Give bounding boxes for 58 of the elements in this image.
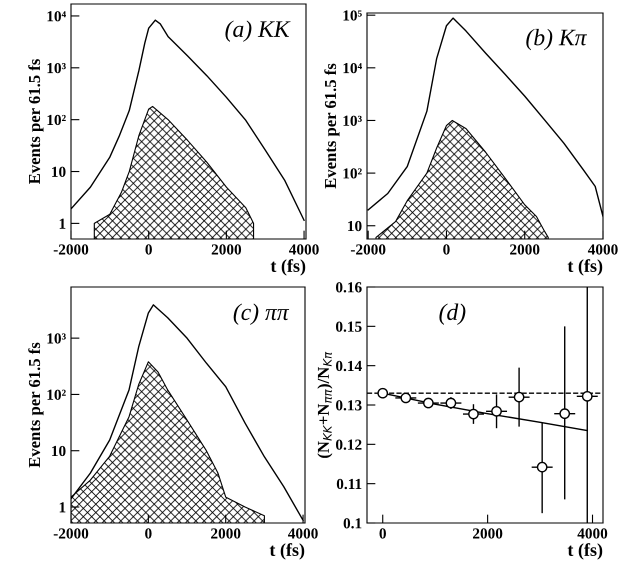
x-axis-title: t (fs) xyxy=(270,259,306,276)
x-tick-label: 4000 xyxy=(588,244,618,255)
x-tick-label: 0 xyxy=(145,244,152,255)
y-tick-label: 0.13 xyxy=(336,400,362,411)
y-tick-label: 10² xyxy=(48,390,66,400)
x-tick-label: -2000 xyxy=(54,244,88,255)
y-tick-label: 1 xyxy=(60,218,66,229)
point xyxy=(582,390,593,402)
x-tick-label: 4000 xyxy=(577,528,608,539)
y-tick-label: 10 xyxy=(52,166,66,177)
text: (a) KK xyxy=(225,20,291,42)
x-tick-label: 4000 xyxy=(288,528,318,539)
y-tick-label: 10² xyxy=(344,168,362,179)
y-tick-label: 0.14 xyxy=(336,360,362,372)
y-tick-label: 10⁵ xyxy=(344,10,362,21)
y-tick-label: 0.11 xyxy=(336,478,362,490)
text: (b) Kπ xyxy=(526,28,588,50)
y-tick-label: 0.12 xyxy=(336,439,362,450)
y-tick-label: 10³ xyxy=(48,333,66,344)
point xyxy=(446,398,456,408)
point xyxy=(423,398,434,408)
y-tick-label: 0.15 xyxy=(336,321,362,332)
point xyxy=(491,406,502,417)
y-tick-label: 10⁴ xyxy=(48,11,66,22)
x-tick-label: -2000 xyxy=(54,528,88,539)
point xyxy=(514,392,524,402)
x-tick-label: 2000 xyxy=(211,528,240,539)
x-tick-label: 2000 xyxy=(472,528,502,539)
point xyxy=(400,392,412,404)
x-axis-title: t (fs) xyxy=(270,543,304,560)
y-axis-title: Events per 61.5 fs xyxy=(324,64,340,189)
y-axis-title: Events per 61.5 fs xyxy=(28,59,44,184)
y-tick-label: 10 xyxy=(348,220,362,232)
text: (c) ππ xyxy=(234,304,290,325)
text: (d) xyxy=(439,304,466,325)
y-axis-title: Events per 61.5 fs xyxy=(28,342,44,468)
y-tick-label: 10² xyxy=(48,114,66,126)
y-tick-label: 1 xyxy=(60,502,66,512)
y-tick-label: 10 xyxy=(52,446,66,456)
point xyxy=(468,408,479,420)
x-tick-label: -2000 xyxy=(350,244,386,255)
y-tick-label: 0.16 xyxy=(336,282,362,293)
x-tick-label: 0 xyxy=(379,528,386,539)
y-tick-label: 10⁴ xyxy=(344,62,362,74)
y-tick-label: 10³ xyxy=(48,62,66,74)
y-tick-label: 10³ xyxy=(344,116,362,126)
x-axis-title: t (fs) xyxy=(568,543,602,560)
point xyxy=(536,462,548,472)
x-tick-label: 0 xyxy=(443,244,450,255)
point xyxy=(377,388,388,399)
x-tick-label: 0 xyxy=(145,528,152,539)
y-tick-label: 0.1 xyxy=(344,518,362,529)
x-axis-title: t (fs) xyxy=(568,259,602,276)
point xyxy=(559,408,570,420)
x-tick-label: 2000 xyxy=(510,244,540,255)
x-tick-label: 2000 xyxy=(212,244,242,255)
y-axis-title: (N$_{KK}$+N$_{ππ}$)/N$_{Kπ}$ xyxy=(317,352,332,458)
x-tick-label: 4000 xyxy=(288,244,319,255)
